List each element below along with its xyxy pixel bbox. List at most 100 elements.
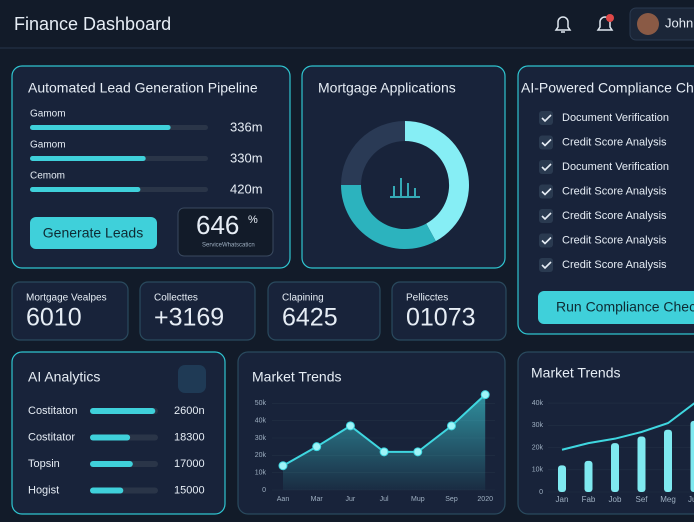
y-tick-label: 10k [255, 470, 267, 477]
checkmark [541, 114, 552, 123]
x-tick-label: Sep [445, 496, 458, 503]
checklist-item: Credit Score Analysis [562, 259, 667, 271]
progress-bar [90, 461, 133, 467]
checkbox[interactable] [539, 111, 553, 125]
row-label: Gamom [30, 109, 66, 120]
checkmark [541, 163, 552, 172]
y-tick-label: 10k [532, 467, 544, 474]
y-tick-label: 30k [532, 422, 544, 429]
y-tick-label: 20k [255, 452, 267, 459]
x-tick-label: 2020 [477, 496, 493, 503]
checkmark [541, 236, 552, 245]
metric-value: 646 [196, 210, 239, 240]
row-label: Hogist [28, 484, 59, 496]
y-tick-label: 0 [539, 489, 543, 496]
x-tick-label: Jul [380, 496, 389, 503]
bar [637, 436, 646, 492]
x-tick-label: Fab [582, 495, 596, 504]
checklist-item: Credit Score Analysis [562, 234, 667, 246]
panel-title: Market Trends [252, 369, 341, 385]
checkbox[interactable] [539, 184, 553, 199]
stat-value: 01073 [406, 304, 476, 332]
area [283, 394, 486, 490]
run-compliance-button[interactable] [538, 291, 694, 324]
donut-segment [405, 121, 469, 242]
stat-value: 6425 [282, 304, 338, 332]
checklist-item: Credit Score Analysis [562, 136, 667, 148]
button-label[interactable]: Generate Leads [43, 225, 143, 241]
panel [139, 281, 256, 341]
stat-label: Clapining [282, 293, 324, 304]
checkmark [541, 261, 552, 270]
checklist-item: Credit Score Analysis [562, 185, 667, 197]
user-name: John [665, 15, 693, 30]
checkbox[interactable] [539, 135, 553, 150]
point [345, 421, 355, 431]
progress-bar [30, 187, 141, 192]
row-value: 420m [230, 181, 263, 196]
row-value: 17000 [174, 458, 205, 470]
panel [11, 281, 129, 341]
panel [391, 281, 507, 341]
checkbox[interactable] [539, 160, 553, 174]
y-tick-label: 40k [532, 400, 544, 407]
progress-bar [30, 156, 146, 161]
point [312, 442, 322, 452]
panel-title: AI-Powered Compliance Check [521, 80, 694, 96]
x-tick-label: Mar [311, 496, 324, 503]
bell-icon[interactable] [554, 16, 572, 33]
x-tick-label: Job [609, 495, 622, 504]
page-title: Finance Dashboard [14, 14, 171, 34]
checkbox[interactable] [539, 233, 553, 248]
checkmark [541, 187, 552, 196]
stat-label: Mortgage Vealpes [26, 293, 107, 304]
checklist-item: Document Verification [562, 161, 669, 173]
checkmark [541, 212, 552, 221]
generate-leads-button[interactable] [30, 217, 157, 249]
panel [11, 351, 226, 515]
panel-title: AI Analytics [28, 369, 100, 385]
panel [517, 65, 694, 335]
row-value: 15000 [174, 484, 205, 496]
donut-segment [341, 121, 405, 185]
button-label[interactable]: Run Compliance Check [556, 299, 694, 315]
alert-icon[interactable] [596, 14, 614, 31]
bar [584, 460, 593, 492]
row-label: Cemom [30, 171, 65, 182]
bar [664, 429, 672, 492]
x-tick-label: Meg [660, 495, 676, 504]
donut-segment [341, 185, 436, 249]
point [447, 421, 456, 431]
stat-value: 6010 [26, 304, 82, 332]
analytics-icon[interactable] [178, 365, 206, 393]
y-tick-label: 40k [255, 418, 267, 425]
progress-bar [90, 408, 156, 414]
checkbox[interactable] [539, 258, 553, 272]
avatar [637, 13, 659, 35]
panel-title: Market Trends [531, 365, 620, 381]
metric-box [177, 207, 274, 257]
metric-caption: ServiceWhatscaticn [202, 243, 255, 249]
row-value: 330m [230, 150, 263, 165]
x-tick-label: Sef [635, 495, 648, 504]
bar [558, 465, 566, 492]
row-value: 18300 [174, 431, 205, 443]
checkbox[interactable] [539, 209, 553, 223]
checklist-item: Document Verification [562, 112, 669, 124]
progress-bar [90, 487, 124, 494]
point [278, 461, 288, 471]
x-tick-label: Jur [346, 496, 356, 503]
stat-value: +3169 [154, 304, 224, 332]
row-value: 2600n [174, 405, 205, 417]
x-tick-label: Mup [411, 496, 425, 503]
metric-unit: % [248, 214, 258, 226]
progress-bar [90, 434, 131, 441]
x-tick-label: Jan [556, 495, 569, 504]
chart-icon [390, 178, 420, 198]
y-tick-label: 20k [532, 444, 544, 451]
y-tick-label: 30k [255, 435, 267, 442]
point [413, 447, 423, 457]
panel-title: Mortgage Applications [318, 80, 456, 96]
row-label: Topsin [28, 458, 60, 470]
progress-bar [30, 125, 171, 130]
